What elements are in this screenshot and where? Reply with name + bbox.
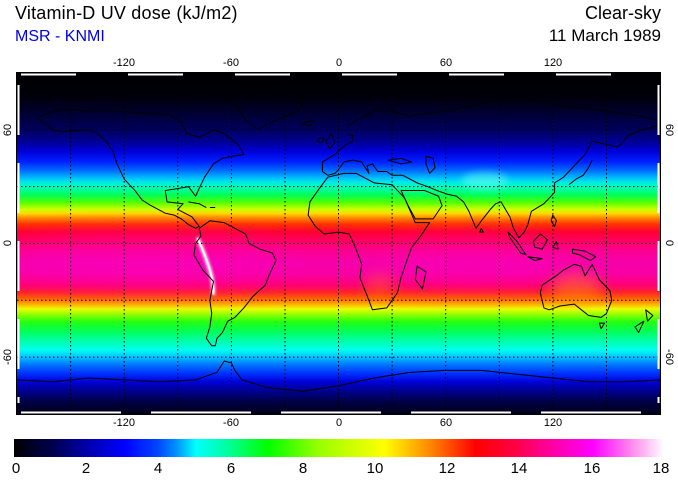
- graticule-lines: [17, 73, 660, 414]
- date-label: 11 March 1989: [548, 26, 661, 45]
- coast-greenland: [217, 88, 303, 130]
- colorbar-tick: 10: [366, 460, 384, 477]
- coast-sri-lanka: [480, 228, 484, 232]
- lon-tick-top: 120: [543, 57, 563, 69]
- australia-warm-patch: [549, 273, 603, 305]
- colorbar-tick: 14: [510, 460, 528, 477]
- south-africa-warm-patch: [363, 273, 396, 297]
- colorbar-tick: 16: [583, 460, 601, 477]
- coast-australia: [540, 264, 611, 328]
- coast-iceland: [303, 120, 314, 126]
- colorbar-tick: 4: [153, 460, 163, 477]
- coast-southeast-asia-islands: [508, 215, 596, 260]
- coast-north-america: [38, 109, 243, 228]
- frame-edge-dashes: [17, 73, 660, 414]
- coast-madagascar: [415, 266, 426, 289]
- dataset-source-label: MSR - KNMI: [15, 28, 105, 45]
- lat-tick-left: 0: [2, 239, 14, 247]
- lon-tick-bottom: 0: [335, 417, 343, 429]
- indian-ocean-magenta-band: [392, 237, 553, 288]
- lon-tick-top: 60: [439, 57, 453, 69]
- lat-tick-right: 0: [663, 239, 675, 247]
- coastline-overlay: [17, 73, 660, 414]
- lat-tick-left: -60: [2, 349, 14, 365]
- tibet-bright-patch: [461, 172, 509, 190]
- coast-black-sea: [389, 158, 412, 164]
- lon-tick-bottom: -120: [112, 417, 136, 429]
- graticule-overlay: [17, 73, 660, 414]
- colorbar-tick: 18: [652, 460, 670, 477]
- lat-tick-right: 60: [663, 123, 675, 137]
- page-title: Vitamin-D UV dose (kJ/m2): [15, 3, 238, 23]
- colorbar-tick: 2: [81, 460, 91, 477]
- lon-tick-bottom: -60: [223, 417, 239, 429]
- lon-tick-bottom: 120: [543, 417, 563, 429]
- coast-caribbean: [188, 202, 215, 208]
- sky-condition-label: Clear-sky: [584, 3, 661, 23]
- coast-british-isles: [317, 134, 335, 149]
- world-map-panel: [16, 72, 661, 415]
- colorbar-tick: 8: [298, 460, 308, 477]
- coast-caspian-sea: [426, 156, 435, 173]
- coast-antarctica: [17, 361, 660, 391]
- pacific-magenta-band: [17, 234, 285, 291]
- colorbar-tick: 6: [226, 460, 236, 477]
- lon-tick-top: -120: [112, 57, 136, 69]
- colorbar-tick: 0: [11, 460, 21, 477]
- coast-arabia: [401, 190, 442, 218]
- regional-tints: [17, 172, 603, 305]
- lon-tick-top: -60: [223, 57, 239, 69]
- lon-tick-top: 0: [335, 57, 343, 69]
- colorbar-tick: 12: [438, 460, 456, 477]
- coast-south-america: [194, 221, 276, 346]
- lat-tick-left: 60: [2, 123, 14, 137]
- coast-japan: [569, 160, 592, 185]
- lat-tick-right: -60: [663, 349, 675, 365]
- coast-new-zealand: [635, 310, 653, 333]
- coast-eurasia: [322, 98, 658, 238]
- colorbar-gradient: [14, 439, 664, 457]
- lon-tick-bottom: 60: [439, 417, 453, 429]
- andes-white-streak: [195, 236, 216, 295]
